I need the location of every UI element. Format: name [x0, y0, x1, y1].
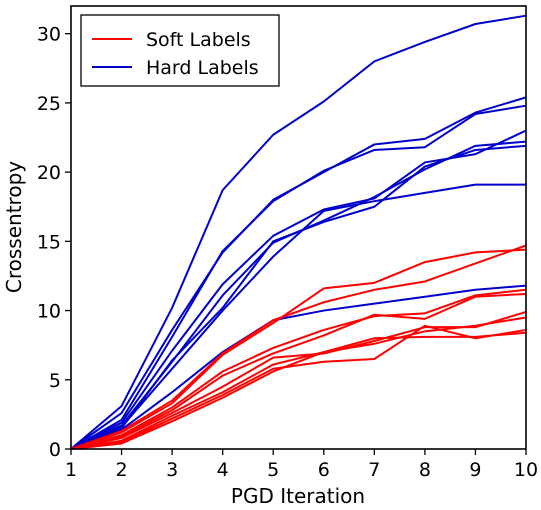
x-axis-title: PGD Iteration [231, 484, 365, 508]
legend-label-soft: Soft Labels [146, 29, 251, 51]
y-tick-label: 25 [37, 93, 61, 115]
y-axis-ticks: 0 5 10 15 20 25 30 [37, 24, 71, 461]
soft-label-line-4 [70, 292, 527, 450]
y-tick-label: 10 [37, 301, 61, 323]
hard-label-line-7 [70, 183, 526, 450]
y-tick-label: 15 [37, 231, 61, 253]
plot-frame [70, 5, 527, 450]
hard-label-line-8 [70, 284, 527, 450]
x-tick-label: 3 [166, 459, 178, 481]
soft-label-line-5 [70, 310, 527, 450]
soft-label-line-8 [70, 331, 527, 450]
x-tick-label: 4 [217, 459, 229, 481]
x-tick-label: 7 [368, 459, 380, 481]
soft-label-line-2 [70, 248, 527, 450]
x-tick-label: 6 [318, 459, 330, 481]
y-tick-label: 0 [49, 439, 61, 461]
soft-label-line-7 [70, 324, 527, 450]
hard-label-line-3 [70, 104, 527, 450]
y-tick-label: 5 [49, 370, 61, 392]
x-tick-label: 1 [65, 459, 77, 481]
plot-lines [70, 14, 527, 450]
x-tick-label: 10 [514, 459, 538, 481]
soft-label-line-6 [70, 316, 527, 450]
x-axis-ticks: 1 2 3 4 5 6 7 8 9 10 [65, 449, 538, 481]
hard-label-line-6 [70, 144, 527, 450]
legend: Soft Labels Hard Labels [80, 14, 280, 87]
x-tick-label: 8 [419, 459, 431, 481]
hard-label-line-4 [70, 129, 527, 450]
legend-label-hard: Hard Labels [146, 57, 259, 79]
soft-label-line-3 [70, 288, 527, 450]
y-tick-label: 20 [37, 162, 61, 184]
legend-box [80, 14, 280, 87]
y-axis-title: Crossentropy [2, 161, 26, 293]
soft-label-line-1 [70, 244, 527, 450]
x-tick-label: 5 [267, 459, 279, 481]
y-tick-label: 30 [37, 24, 61, 46]
hard-label-line-1 [70, 14, 527, 450]
x-tick-label: 9 [469, 459, 481, 481]
x-tick-label: 2 [116, 459, 128, 481]
